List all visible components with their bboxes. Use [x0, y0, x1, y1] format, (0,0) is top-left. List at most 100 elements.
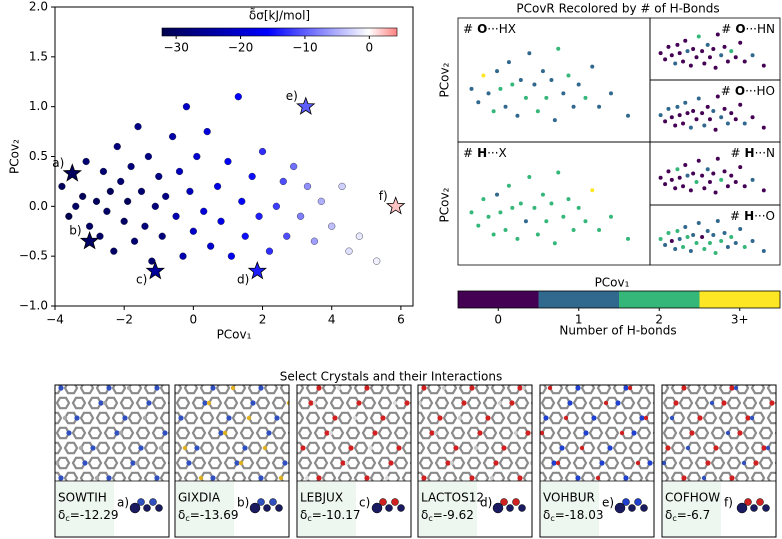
atom	[364, 475, 370, 481]
grid-x-label: PCov₁	[595, 276, 630, 290]
molecule-ring	[385, 385, 401, 395]
subplot-point	[738, 40, 743, 45]
crystal-image	[55, 385, 169, 481]
subplot-point	[540, 69, 545, 74]
atom	[210, 475, 216, 481]
molecule-ring	[175, 471, 183, 481]
atom	[396, 445, 402, 451]
crystal-name: VOHBUR	[543, 491, 595, 505]
molecule-ring	[401, 411, 411, 425]
delta-sub: c	[550, 514, 554, 523]
subplot-point	[571, 228, 576, 233]
molecule-atom	[379, 498, 387, 506]
molecule-ring	[385, 411, 401, 425]
y-tick-label: 1.0	[29, 99, 48, 113]
atom	[368, 445, 374, 451]
molecule-atom	[269, 498, 277, 506]
molecule-ring	[199, 411, 215, 425]
molecule-ring	[418, 426, 434, 440]
molecule-atom	[137, 498, 145, 506]
molecule-ring	[588, 426, 604, 440]
delta-value: -12.29	[80, 508, 119, 522]
molecule-ring	[127, 471, 143, 481]
molecule-ring	[694, 396, 710, 410]
molecule-ring	[670, 471, 686, 481]
atom	[364, 385, 370, 391]
molecule-ring	[678, 396, 694, 410]
molecule-ring	[223, 396, 239, 410]
molecule-ring	[377, 396, 393, 410]
subplot-title-part: #	[730, 146, 740, 160]
subplot-point	[685, 49, 690, 54]
molecule-ring	[774, 430, 776, 436]
molecule-ring	[498, 456, 514, 470]
colorbar-tick-label: −20	[228, 41, 253, 55]
molecule-ring	[255, 396, 271, 410]
subplot-point	[705, 42, 710, 47]
atom	[238, 460, 244, 466]
molecule-ring	[199, 385, 215, 395]
molecule-ring	[191, 426, 207, 440]
molecule-ring	[718, 471, 734, 481]
atom	[595, 475, 601, 481]
subplot-point	[515, 113, 520, 118]
atom	[493, 460, 499, 466]
atom	[599, 460, 605, 466]
molecule-ring	[766, 385, 776, 395]
molecule-ring	[774, 400, 776, 406]
atom	[453, 445, 459, 451]
molecule-ring	[670, 385, 686, 395]
subplot-point	[722, 231, 727, 235]
subplot-title-part: ···HO	[745, 84, 775, 98]
grid-title: PCovR Recolored by # of H-Bonds	[516, 2, 719, 16]
molecule-ring	[361, 426, 377, 440]
molecule-ring	[321, 411, 337, 425]
molecule-ring	[183, 471, 199, 481]
delta-sub: c	[65, 514, 69, 523]
y-tick-label: 2.0	[29, 0, 48, 14]
atom	[300, 445, 306, 451]
molecule-ring	[548, 471, 564, 481]
atom	[58, 475, 64, 481]
atom	[258, 475, 264, 481]
subplot-point	[666, 106, 671, 111]
name-box	[176, 482, 234, 536]
x-tick-label: −2	[115, 313, 133, 327]
molecule-atom	[756, 498, 764, 506]
grid-y-label: PCov₂	[438, 187, 452, 222]
atom	[725, 430, 731, 436]
molecule-ring	[418, 441, 426, 455]
molecule-ring	[540, 385, 548, 395]
molecule-ring	[103, 426, 119, 440]
subplot-point	[733, 55, 738, 60]
atom	[517, 385, 523, 391]
atom	[421, 475, 427, 481]
molecule-atom	[149, 498, 157, 506]
atom	[517, 475, 523, 481]
subplot-point	[597, 228, 602, 233]
subplot-point	[549, 78, 554, 82]
atom	[194, 445, 200, 451]
molecule-ring	[175, 441, 183, 455]
molecule-ring	[313, 456, 329, 470]
molecule-ring	[191, 396, 207, 410]
scatter-point	[234, 93, 242, 101]
card-letter: a)	[117, 496, 129, 510]
y-tick-label: −1.0	[19, 299, 48, 313]
molecule-ring	[750, 385, 766, 395]
molecule-ring	[766, 471, 776, 481]
molecule-ring	[119, 456, 135, 470]
subplot-point	[702, 123, 707, 128]
atom	[158, 445, 164, 451]
delta-sub: c	[307, 514, 311, 523]
atom	[733, 385, 739, 391]
molecule-ring	[572, 426, 588, 440]
subplot-point	[583, 95, 588, 100]
subplot-title-part: O	[477, 22, 487, 36]
scatter-point	[85, 222, 94, 230]
subplot-point	[503, 104, 508, 109]
subplot-point	[590, 64, 595, 69]
subplot-title: # O···HN	[721, 22, 775, 36]
molecule-ring	[514, 456, 530, 470]
molecule-ring	[506, 385, 522, 395]
